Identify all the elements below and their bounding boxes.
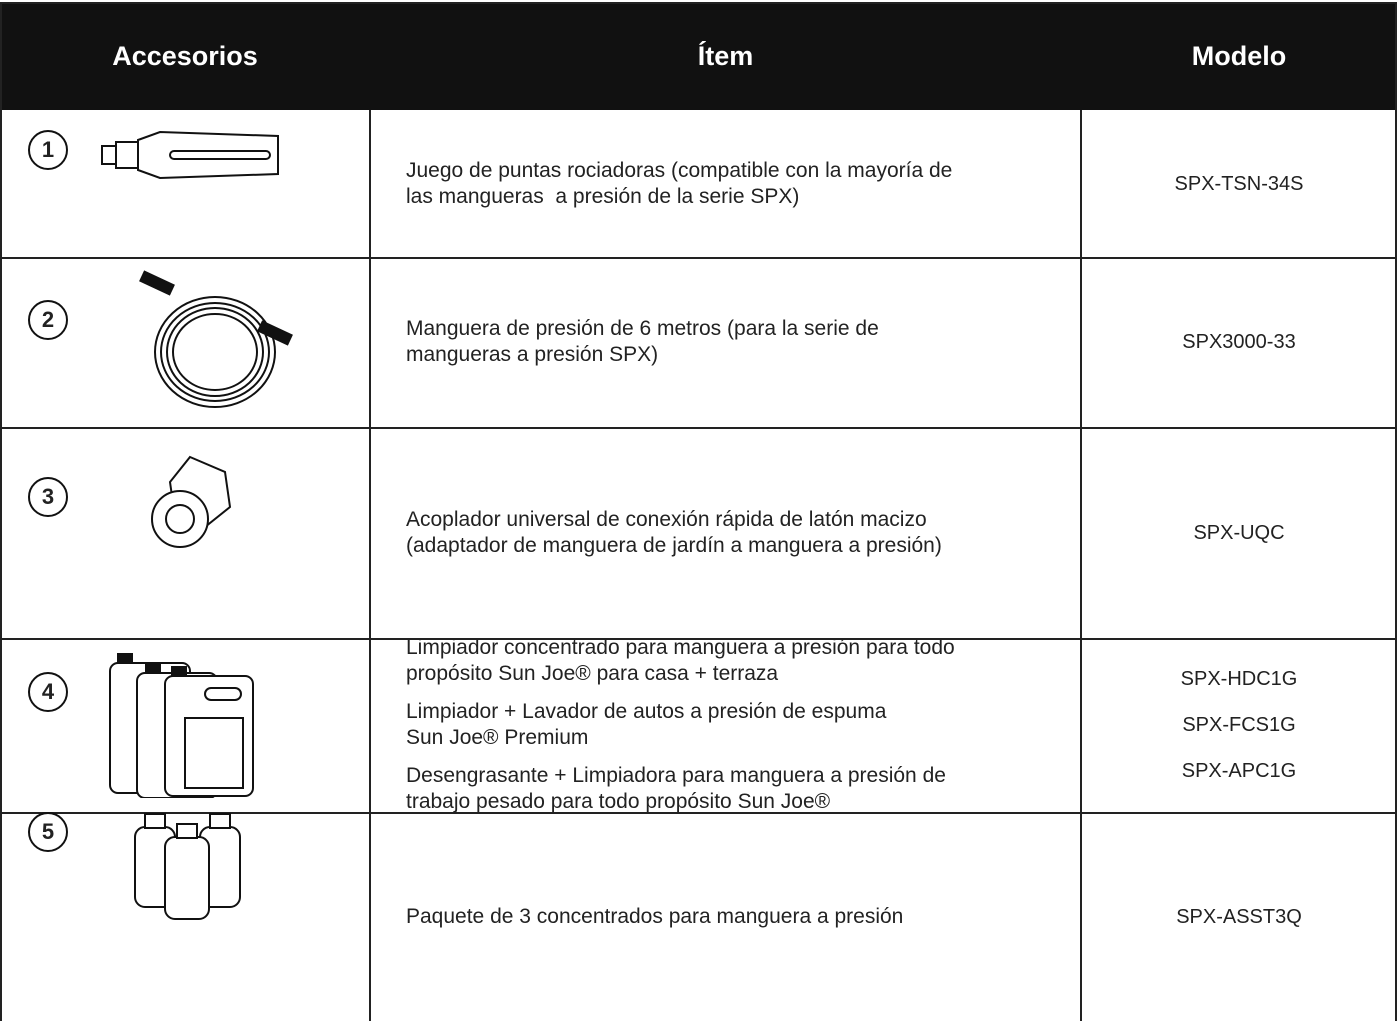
item-cell: Limpiador concentrado para manguera a pr… bbox=[406, 635, 1066, 815]
header-cell: Accesorios bbox=[0, 3, 370, 110]
item-description: Limpiador concentrado para manguera a pr… bbox=[406, 635, 1066, 687]
model-cell: SPX-HDC1G SPX-FCS1G SPX-APC1G bbox=[1081, 638, 1397, 812]
item-cell: Paquete de 3 concentrados para manguera … bbox=[406, 812, 1066, 1021]
text-line: Paquete de 3 concentrados para manguera … bbox=[406, 904, 904, 928]
model-code: SPX-ASST3Q bbox=[1176, 905, 1302, 928]
model-cell: SPX-TSN-34S bbox=[1081, 110, 1397, 257]
text-line: Desengrasante + Limpiadora para manguera… bbox=[406, 764, 946, 787]
text-line: las mangueras a presión de la serie SPX) bbox=[406, 184, 800, 208]
text-line: Limpiador concentrado para manguera a pr… bbox=[406, 636, 955, 659]
text-line: Manguera de presión de 6 metros (para la… bbox=[406, 317, 879, 340]
model-cell: SPX-UQC bbox=[1081, 427, 1397, 638]
model-cell: SPX3000-33 bbox=[1081, 257, 1397, 427]
text-line: trabajo pesado para todo propósito Sun J… bbox=[406, 790, 831, 813]
model-code: SPX-UQC bbox=[1193, 521, 1285, 544]
item-description: Paquete de 3 concentrados para manguera … bbox=[406, 904, 1066, 930]
item-number: 3 bbox=[28, 477, 68, 517]
accessory-icon bbox=[130, 812, 250, 927]
text-line: propósito Sun Joe® para casa + terraza bbox=[406, 662, 779, 685]
item-description: Limpiador + Lavador de autos a presión d… bbox=[406, 699, 1066, 751]
header-cell: Modelo bbox=[1081, 3, 1397, 110]
accessory-icon bbox=[105, 648, 255, 803]
item-description: Desengrasante + Limpiadora para manguera… bbox=[406, 763, 1066, 815]
header-cell: Ítem bbox=[370, 3, 1081, 110]
accessory-icon bbox=[135, 447, 245, 562]
item-number: 1 bbox=[28, 130, 68, 170]
border bbox=[1080, 110, 1082, 1021]
text-line: mangueras a presión SPX) bbox=[406, 343, 659, 366]
item-number: 2 bbox=[28, 300, 68, 340]
item-number: 5 bbox=[28, 812, 68, 852]
border bbox=[0, 3, 2, 1021]
model-code: SPX-TSN-34S bbox=[1174, 172, 1304, 195]
row-divider bbox=[0, 257, 1397, 259]
item-description: Juego de puntas rociadoras (compatible c… bbox=[406, 158, 1066, 210]
accessory-icon bbox=[130, 267, 300, 422]
row-divider bbox=[0, 812, 1397, 814]
item-description: Manguera de presión de 6 metros (para la… bbox=[406, 316, 1066, 368]
model-code: SPX-FCS1G bbox=[1182, 714, 1296, 736]
text-line: Acoplador universal de conexión rápida d… bbox=[406, 507, 927, 531]
accessory-icon bbox=[100, 130, 290, 185]
model-code: SPX-APC1G bbox=[1181, 760, 1297, 782]
item-cell: Acoplador universal de conexión rápida d… bbox=[406, 427, 1066, 638]
text-line: (adaptador de manguera de jardín a mangu… bbox=[406, 533, 942, 557]
model-code: SPX-HDC1G bbox=[1180, 668, 1298, 690]
border bbox=[0, 2, 1397, 4]
border bbox=[369, 110, 371, 1021]
text-line: Sun Joe® Premium bbox=[406, 726, 589, 749]
border bbox=[1395, 3, 1397, 1021]
text-line: Juego de puntas rociadoras (compatible c… bbox=[406, 158, 953, 182]
row-divider bbox=[0, 638, 1397, 640]
item-cell: Juego de puntas rociadoras (compatible c… bbox=[406, 110, 1066, 257]
text-line: Limpiador + Lavador de autos a presión d… bbox=[406, 700, 887, 723]
model-code: SPX3000-33 bbox=[1182, 331, 1296, 353]
row-divider bbox=[0, 427, 1397, 429]
item-description: Acoplador universal de conexión rápida d… bbox=[406, 507, 1066, 559]
item-cell: Manguera de presión de 6 metros (para la… bbox=[406, 257, 1066, 427]
item-number: 4 bbox=[28, 672, 68, 712]
model-cell: SPX-ASST3Q bbox=[1081, 812, 1397, 1021]
